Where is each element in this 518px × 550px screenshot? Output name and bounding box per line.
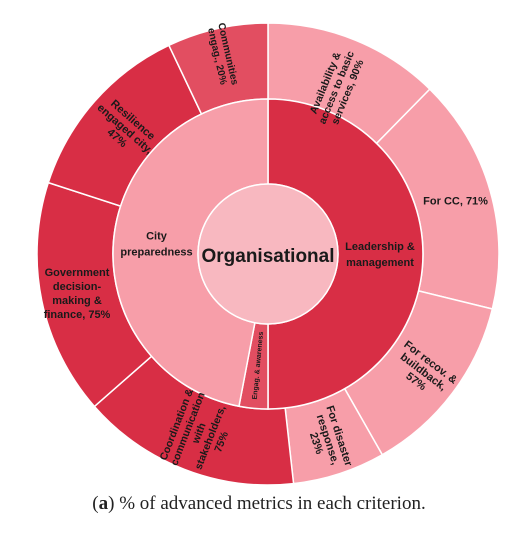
figure-caption: (a) % of advanced metrics in each criter… — [92, 493, 426, 514]
sunburst-chart: Organisational Availability &access to b… — [36, 22, 500, 486]
outer-label-for-cc-71: For CC, 71% — [423, 195, 488, 207]
caption-text: % of advanced metrics in each criterion. — [119, 493, 426, 514]
center-label: Organisational — [201, 246, 334, 267]
caption-letter: a — [98, 493, 109, 514]
outer-ring — [36, 22, 500, 486]
center-disc — [197, 183, 339, 325]
inner-label-city-preparedness: City preparedness — [120, 230, 192, 258]
outer-label-government-decision-making-finance-75: Government decision-making & finance, 75% — [44, 267, 111, 321]
inner-label-leadership-management: Leadership & management — [345, 241, 415, 269]
